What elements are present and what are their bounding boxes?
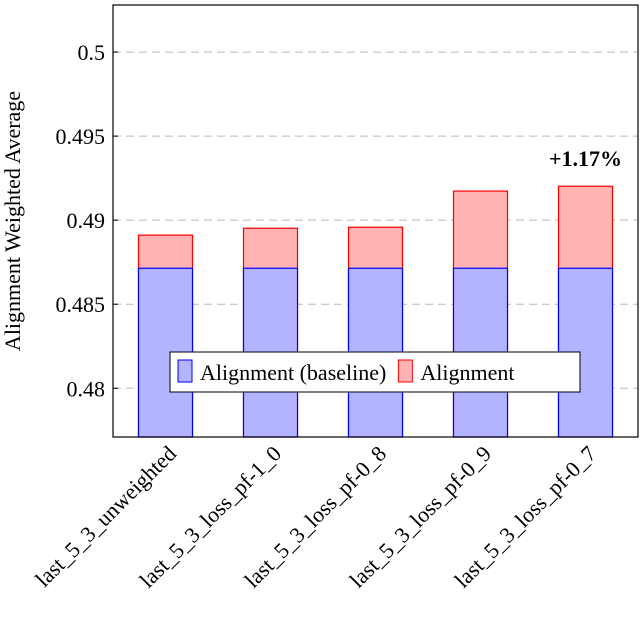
- y-tick-label: 0.5: [78, 40, 106, 65]
- y-tick-label: 0.485: [56, 292, 106, 317]
- legend: Alignment (baseline) Alignment: [169, 351, 581, 393]
- annotation: +1.17%: [549, 146, 622, 171]
- legend-swatch: [397, 359, 413, 383]
- y-tick-label: 0.495: [56, 124, 106, 149]
- legend-box: [169, 351, 581, 393]
- legend-label: Alignment: [420, 360, 514, 385]
- y-tick-label: 0.49: [67, 208, 106, 233]
- y-axis-label: Alignment Weighted Average: [0, 91, 25, 351]
- plot-frame: [112, 4, 639, 438]
- y-tick-label: 0.48: [67, 376, 106, 401]
- legend-label: Alignment (baseline): [200, 360, 386, 385]
- legend-swatch: [177, 359, 193, 383]
